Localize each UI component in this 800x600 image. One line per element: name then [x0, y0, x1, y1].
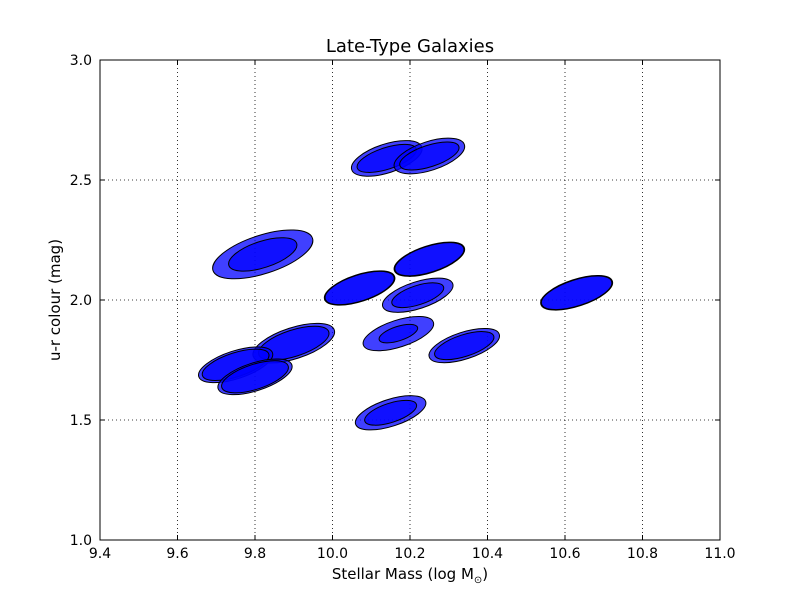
x-tick-label: 10.0 — [317, 546, 348, 562]
x-axis-ticks: 9.4 9.6 9.8 10.0 10.2 10.4 10.6 10.8 11.0 — [89, 60, 736, 562]
chart-title: Late-Type Galaxies — [326, 36, 494, 57]
galaxy-point — [217, 358, 293, 396]
galaxy-point — [393, 137, 466, 175]
x-tick-label: 9.6 — [166, 546, 188, 562]
x-tick-label: 9.4 — [89, 546, 111, 562]
x-axis-title-sub: ⊙ — [474, 575, 482, 586]
galaxy-ellipse-inner — [324, 270, 395, 306]
y-axis-ticks: 1.0 1.5 2.0 2.5 3.0 — [70, 53, 720, 549]
galaxy-point — [393, 241, 466, 277]
x-tick-label: 10.8 — [627, 546, 658, 562]
x-tick-label: 10.2 — [394, 546, 425, 562]
x-tick-label: 10.6 — [549, 546, 580, 562]
galaxy-ellipse-inner — [228, 237, 298, 272]
galaxy-ellipse-inner — [221, 360, 289, 394]
y-tick-label: 1.0 — [70, 533, 92, 549]
galaxy-point — [354, 395, 427, 431]
x-axis-title: Stellar Mass (log M⊙) — [332, 565, 488, 586]
x-tick-label: 9.8 — [244, 546, 266, 562]
x-axis-title-main: Stellar Mass (log M — [332, 565, 474, 583]
y-tick-label: 2.0 — [70, 293, 92, 309]
y-axis-title: u-r colour (mag) — [46, 239, 64, 361]
galaxy-point — [428, 327, 501, 364]
galaxy-point — [323, 270, 396, 306]
y-tick-label: 1.5 — [70, 413, 92, 429]
galaxy-point — [540, 275, 614, 311]
galaxy-ellipse-inner — [394, 242, 465, 277]
galaxy-ellipse-inner — [364, 399, 418, 426]
data-points — [198, 137, 614, 431]
galaxy-ellipse-inner — [378, 323, 419, 344]
x-tick-label: 10.4 — [472, 546, 503, 562]
y-tick-label: 2.5 — [70, 173, 92, 189]
galaxy-point — [362, 315, 435, 352]
galaxy-ellipse-inner — [391, 282, 445, 309]
x-axis-title-close: ) — [482, 565, 488, 583]
galaxy-point — [381, 277, 454, 313]
x-tick-label: 11.0 — [704, 546, 735, 562]
galaxy-point — [212, 229, 314, 280]
galaxy-ellipse-inner — [540, 275, 613, 311]
y-tick-label: 3.0 — [70, 53, 92, 69]
